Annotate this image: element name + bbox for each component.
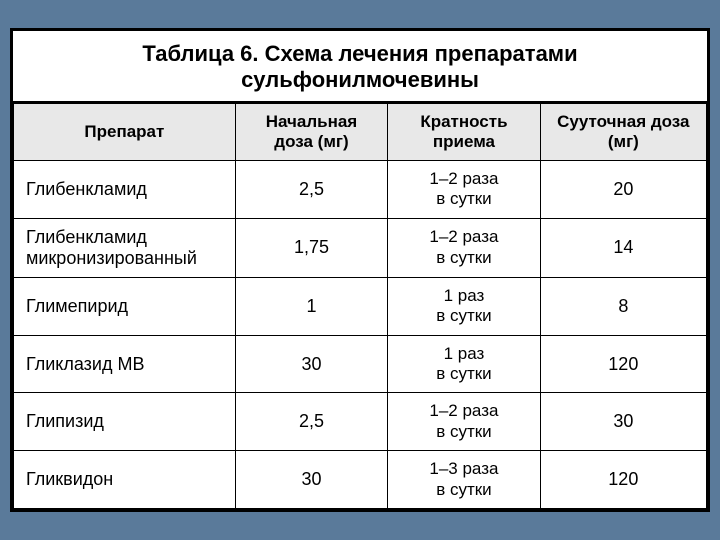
cell-start-dose: 30 — [235, 335, 387, 393]
cell-frequency: 1–2 раза в сутки — [388, 161, 540, 219]
freq-line1: 1 раз — [444, 344, 485, 363]
col-frequency: Кратность приема — [388, 104, 540, 161]
cell-frequency: 1–2 раза в сутки — [388, 218, 540, 277]
table-row: Глибенкламид 2,5 1–2 раза в сутки 20 — [14, 161, 707, 219]
table-title: Таблица 6. Схема лечения препаратами сул… — [13, 31, 707, 103]
col-drug: Препарат — [14, 104, 236, 161]
cell-daily-dose: 20 — [540, 161, 706, 219]
freq-line1: 1–2 раза — [429, 227, 498, 246]
table-row: Гликвидон 30 1–3 раза в сутки 120 — [14, 451, 707, 509]
freq-line2: в сутки — [436, 248, 491, 267]
freq-line2: в сутки — [436, 422, 491, 441]
table-row: Гликлазид МВ 30 1 раз в сутки 120 — [14, 335, 707, 393]
cell-frequency: 1 раз в сутки — [388, 335, 540, 393]
cell-frequency: 1–3 раза в сутки — [388, 451, 540, 509]
cell-drug: Глибенкламид — [14, 161, 236, 219]
cell-start-dose: 2,5 — [235, 161, 387, 219]
cell-start-dose: 1,75 — [235, 218, 387, 277]
table-row: Глибенкламид микронизированный 1,75 1–2 … — [14, 218, 707, 277]
cell-drug: Гликлазид МВ — [14, 335, 236, 393]
cell-drug: Гликвидон — [14, 451, 236, 509]
cell-daily-dose: 14 — [540, 218, 706, 277]
cell-drug: Глибенкламид микронизированный — [14, 218, 236, 277]
col-daily-dose: Сууточная доза (мг) — [540, 104, 706, 161]
cell-frequency: 1–2 раза в сутки — [388, 393, 540, 451]
freq-line2: в сутки — [436, 189, 491, 208]
freq-line1: 1–2 раза — [429, 401, 498, 420]
freq-line2: в сутки — [436, 480, 491, 499]
cell-daily-dose: 120 — [540, 451, 706, 509]
cell-frequency: 1 раз в сутки — [388, 277, 540, 335]
medication-table: Препарат Начальная доза (мг) Кратность п… — [13, 103, 707, 509]
freq-line1: 1–3 раза — [429, 459, 498, 478]
freq-line1: 1–2 раза — [429, 169, 498, 188]
cell-drug: Глипизид — [14, 393, 236, 451]
freq-line1: 1 раз — [444, 286, 485, 305]
table-row: Глимепирид 1 1 раз в сутки 8 — [14, 277, 707, 335]
cell-daily-dose: 8 — [540, 277, 706, 335]
cell-start-dose: 30 — [235, 451, 387, 509]
table-row: Глипизид 2,5 1–2 раза в сутки 30 — [14, 393, 707, 451]
cell-start-dose: 2,5 — [235, 393, 387, 451]
cell-start-dose: 1 — [235, 277, 387, 335]
header-row: Препарат Начальная доза (мг) Кратность п… — [14, 104, 707, 161]
col-start-dose: Начальная доза (мг) — [235, 104, 387, 161]
cell-daily-dose: 120 — [540, 335, 706, 393]
cell-daily-dose: 30 — [540, 393, 706, 451]
cell-drug: Глимепирид — [14, 277, 236, 335]
freq-line2: в сутки — [436, 306, 491, 325]
freq-line2: в сутки — [436, 364, 491, 383]
table-frame: Таблица 6. Схема лечения препаратами сул… — [10, 28, 710, 512]
